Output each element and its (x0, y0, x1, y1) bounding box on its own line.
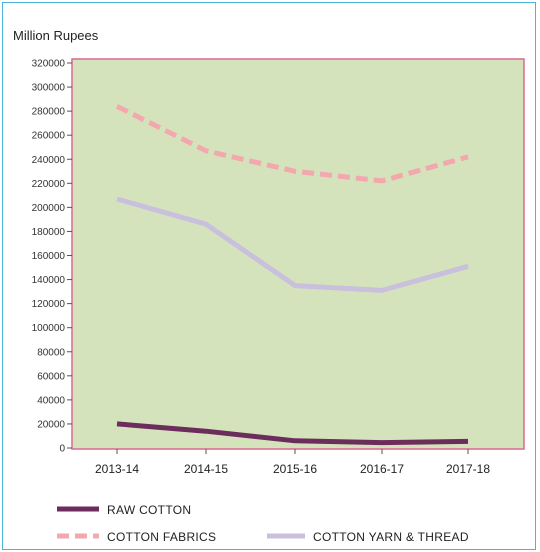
legend-item-cotton-fabrics: COTTON FABRICS (57, 530, 216, 544)
y-tick-label: 0 (59, 444, 65, 455)
legend-item-raw-cotton: RAW COTTON (57, 503, 191, 517)
y-tick-label: 220000 (32, 179, 66, 190)
y-axis: 0 20000 40000 60000 80000 100000 120000 140000 1… (32, 59, 72, 455)
legend-label-cotton-fabrics: COTTON FABRICS (107, 530, 216, 544)
plot-area (71, 58, 525, 450)
legend-item-cotton-yarn-thread: COTTON YARN & THREAD (267, 530, 469, 544)
y-tick-label: 100000 (32, 323, 66, 334)
legend-label-raw-cotton: RAW COTTON (107, 503, 191, 517)
legend-label-cotton-yarn-thread: COTTON YARN & THREAD (313, 530, 469, 544)
x-tick-label: 2015-16 (273, 462, 317, 476)
line-chart: Million Rupees 0 20000 40000 60000 80000 1000… (13, 28, 525, 544)
y-tick-label: 140000 (32, 275, 66, 286)
y-axis-label: Million Rupees (13, 28, 99, 43)
y-tick-label: 80000 (37, 347, 65, 358)
y-tick-label: 280000 (32, 107, 66, 118)
x-axis: 2013-14 2014-15 2015-16 2016-17 2017-18 (95, 449, 490, 476)
x-tick-label: 2014-15 (184, 462, 228, 476)
y-tick-label: 180000 (32, 227, 66, 238)
y-tick-label: 320000 (32, 59, 66, 70)
y-tick-label: 200000 (32, 203, 66, 214)
series-lines (115, 104, 469, 446)
y-tick-label: 120000 (32, 299, 66, 310)
y-tick-label: 160000 (32, 251, 66, 262)
y-tick-label: 40000 (37, 395, 65, 406)
y-tick-label: 20000 (37, 419, 65, 430)
y-tick-label: 300000 (32, 83, 66, 94)
x-tick-label: 2016-17 (360, 462, 404, 476)
y-tick-label: 260000 (32, 131, 66, 142)
x-tick-label: 2013-14 (95, 462, 139, 476)
y-tick-label: 240000 (32, 155, 66, 166)
legend: RAW COTTON COTTON FABRICS COTTON YARN & … (57, 503, 469, 544)
y-tick-label: 60000 (37, 371, 65, 382)
x-tick-label: 2017-18 (446, 462, 490, 476)
